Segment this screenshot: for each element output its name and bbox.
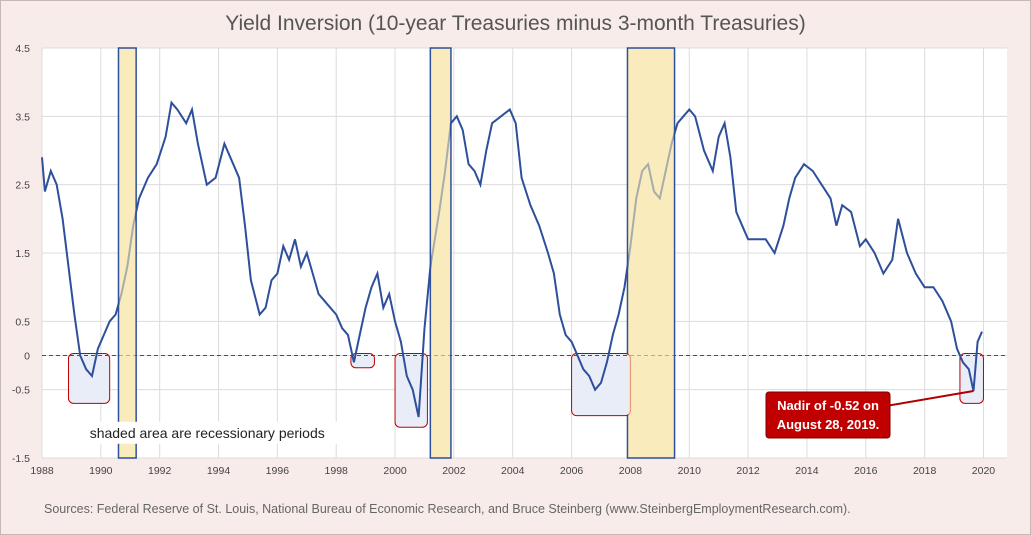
- recession-overlay: [119, 49, 674, 457]
- y-axis: 4.5 3.5 2.5 1.5 0.5 0 -0.5 -1.5: [12, 43, 30, 465]
- callout-text-line1: Nadir of -0.52 on: [777, 398, 879, 413]
- x-tick-label: 1992: [148, 465, 172, 477]
- x-tick-label: 1998: [325, 465, 349, 477]
- x-tick-label: 2010: [678, 465, 702, 477]
- x-tick-label: 2018: [913, 465, 937, 477]
- x-tick-label: 2006: [560, 465, 584, 477]
- gridlines: [41, 47, 1007, 459]
- x-axis: 1988 1990 1992 1994 1996 1998 2000 2002 2004 2006…: [30, 465, 995, 477]
- chart-title: Yield Inversion (10-year Treasuries minu…: [225, 12, 806, 35]
- callout-text-line2: August 28, 2019.: [777, 417, 880, 432]
- x-tick-label: 1990: [89, 465, 113, 477]
- y-tick-label: 4.5: [15, 43, 30, 55]
- recession-overlay-band: [431, 49, 450, 457]
- x-tick-label: 1994: [207, 465, 231, 477]
- x-tick-label: 1988: [30, 465, 54, 477]
- x-tick-label: 1996: [266, 465, 290, 477]
- y-tick-label: 0.5: [15, 316, 30, 328]
- y-tick-label: -1.5: [12, 453, 30, 465]
- y-tick-label: 2.5: [15, 180, 30, 192]
- recession-note-box: [81, 421, 347, 444]
- sources-note: Sources: Federal Reserve of St. Louis, N…: [44, 502, 851, 516]
- y-tick-label: 3.5: [15, 111, 30, 123]
- x-tick-label: 2008: [619, 465, 643, 477]
- x-tick-label: 2012: [736, 465, 760, 477]
- x-tick-label: 2004: [501, 465, 525, 477]
- series-line-spread: [41, 100, 983, 418]
- callout-pointer: [885, 390, 974, 407]
- recession-note: shaded area are recessionary periods: [90, 425, 325, 441]
- inversion-box: [350, 353, 375, 369]
- recession-overlay-band: [628, 49, 674, 457]
- y-tick-label: 1.5: [15, 248, 30, 260]
- x-tick-label: 2020: [972, 465, 996, 477]
- x-tick-label: 2016: [854, 465, 878, 477]
- y-tick-label: -0.5: [12, 385, 30, 397]
- inversion-box: [67, 353, 111, 404]
- callout-box: [765, 391, 891, 439]
- x-tick-label: 2002: [442, 465, 466, 477]
- x-tick-label: 2000: [383, 465, 407, 477]
- inversion-boxes: [67, 353, 984, 428]
- x-tick-label: 2014: [795, 465, 819, 477]
- y-tick-label: 0: [24, 351, 30, 363]
- recession-overlay-band: [119, 49, 136, 457]
